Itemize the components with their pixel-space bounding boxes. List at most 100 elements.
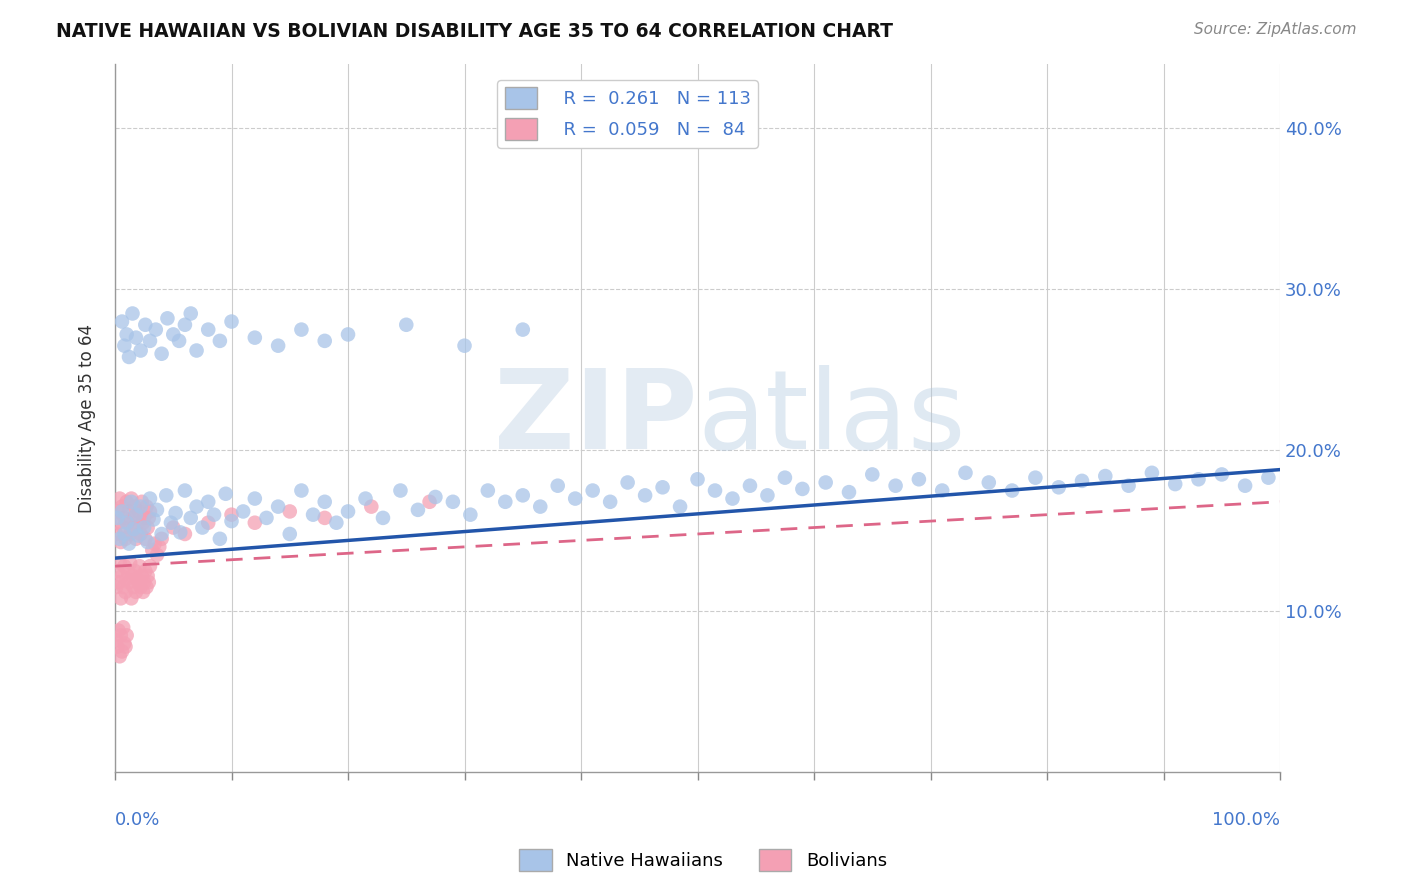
Point [337, 504, 360, 518]
Point [267, 339, 290, 353]
Point [169, 525, 191, 540]
Point [419, 495, 441, 509]
Point [127, 528, 149, 542]
Point [494, 495, 516, 509]
Point [108, 556, 131, 570]
Point [127, 575, 149, 590]
Point [180, 306, 202, 320]
Point [105, 564, 128, 578]
Point [1024, 470, 1046, 484]
Point [110, 535, 132, 549]
Point [773, 470, 796, 484]
Point [129, 580, 152, 594]
Point [127, 516, 149, 530]
Point [117, 564, 139, 578]
Point [1118, 479, 1140, 493]
Point [686, 472, 709, 486]
Point [138, 575, 160, 590]
Y-axis label: Disability Age 35 to 64: Disability Age 35 to 64 [79, 324, 96, 513]
Point [124, 564, 146, 578]
Point [131, 495, 153, 509]
Point [114, 532, 136, 546]
Point [125, 508, 148, 522]
Point [107, 624, 129, 638]
Point [325, 516, 347, 530]
Point [115, 495, 138, 509]
Point [814, 475, 837, 490]
Point [136, 569, 159, 583]
Point [112, 580, 135, 594]
Point [135, 580, 157, 594]
Point [105, 640, 128, 654]
Point [120, 591, 142, 606]
Point [118, 575, 141, 590]
Point [1140, 466, 1163, 480]
Point [243, 516, 266, 530]
Point [139, 559, 162, 574]
Point [122, 520, 145, 534]
Point [125, 532, 148, 546]
Point [105, 511, 128, 525]
Point [143, 536, 166, 550]
Point [135, 500, 157, 514]
Point [360, 500, 382, 514]
Point [127, 508, 149, 522]
Point [167, 334, 190, 348]
Point [108, 491, 131, 506]
Point [453, 339, 475, 353]
Point [112, 520, 135, 534]
Point [738, 479, 761, 493]
Text: atlas: atlas [697, 365, 966, 472]
Point [131, 569, 153, 583]
Point [138, 511, 160, 525]
Point [160, 516, 183, 530]
Point [267, 500, 290, 514]
Legend: Native Hawaiians, Bolivians: Native Hawaiians, Bolivians [512, 842, 894, 879]
Text: 0.0%: 0.0% [115, 811, 160, 829]
Point [141, 543, 163, 558]
Point [314, 495, 336, 509]
Point [616, 475, 638, 490]
Point [186, 343, 208, 358]
Point [139, 491, 162, 506]
Point [278, 527, 301, 541]
Point [337, 327, 360, 342]
Point [150, 347, 173, 361]
Point [118, 504, 141, 518]
Point [792, 482, 814, 496]
Point [111, 314, 134, 328]
Point [112, 620, 135, 634]
Point [142, 512, 165, 526]
Text: Source: ZipAtlas.com: Source: ZipAtlas.com [1194, 22, 1357, 37]
Point [129, 500, 152, 514]
Point [155, 488, 177, 502]
Point [124, 500, 146, 514]
Point [120, 556, 142, 570]
Point [314, 334, 336, 348]
Point [134, 532, 156, 546]
Point [721, 491, 744, 506]
Point [105, 504, 128, 518]
Point [197, 323, 219, 337]
Point [197, 495, 219, 509]
Point [118, 350, 141, 364]
Point [111, 569, 134, 583]
Point [243, 331, 266, 345]
Point [114, 585, 136, 599]
Point [132, 516, 155, 530]
Point [290, 483, 312, 498]
Point [314, 511, 336, 525]
Point [139, 504, 162, 518]
Point [1234, 479, 1257, 493]
Point [371, 511, 394, 525]
Point [105, 580, 128, 594]
Point [118, 536, 141, 550]
Point [111, 644, 134, 658]
Point [110, 628, 132, 642]
Point [1001, 483, 1024, 498]
Point [111, 500, 134, 514]
Point [148, 540, 170, 554]
Point [111, 504, 134, 518]
Point [1187, 472, 1209, 486]
Point [174, 483, 197, 498]
